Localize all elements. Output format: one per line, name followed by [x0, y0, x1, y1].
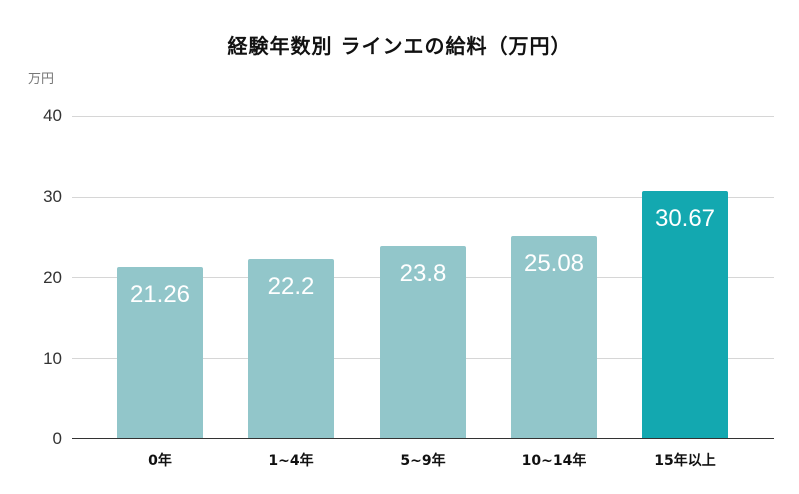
- bar-0: 21.26: [117, 266, 203, 438]
- bar-value-label: 30.67: [654, 205, 716, 233]
- bar-3: 25.08: [511, 236, 597, 438]
- y-axis-unit-label: 万円: [28, 72, 55, 87]
- y-tick-40: 40: [43, 106, 62, 125]
- y-tick-30: 30: [43, 187, 62, 206]
- x-tick-label: 0年: [148, 453, 172, 469]
- y-tick-20: 20: [43, 268, 62, 287]
- gridline-30: [72, 197, 774, 198]
- bar-value-label: 21.26: [129, 280, 191, 308]
- x-tick-label: 15年以上: [654, 453, 716, 469]
- bar-value-label: 25.08: [523, 250, 585, 278]
- y-tick-10: 10: [43, 349, 62, 368]
- bar-value-label: 23.8: [399, 260, 447, 288]
- chart-title: 経験年数別 ラインエの給料（万円）: [227, 34, 572, 58]
- bar-4: 30.67: [642, 191, 728, 438]
- y-tick-0: 0: [52, 429, 62, 448]
- bar-value-label: 22.2: [267, 273, 315, 301]
- x-tick-label: 10~14年: [521, 453, 587, 469]
- gridline-40: [72, 116, 774, 117]
- bar-1: 22.2: [248, 259, 334, 438]
- bar-2: 23.8: [380, 246, 466, 438]
- x-tick-label: 5~9年: [400, 453, 446, 469]
- x-axis-line: [72, 438, 774, 439]
- x-tick-label: 1~4年: [268, 453, 314, 469]
